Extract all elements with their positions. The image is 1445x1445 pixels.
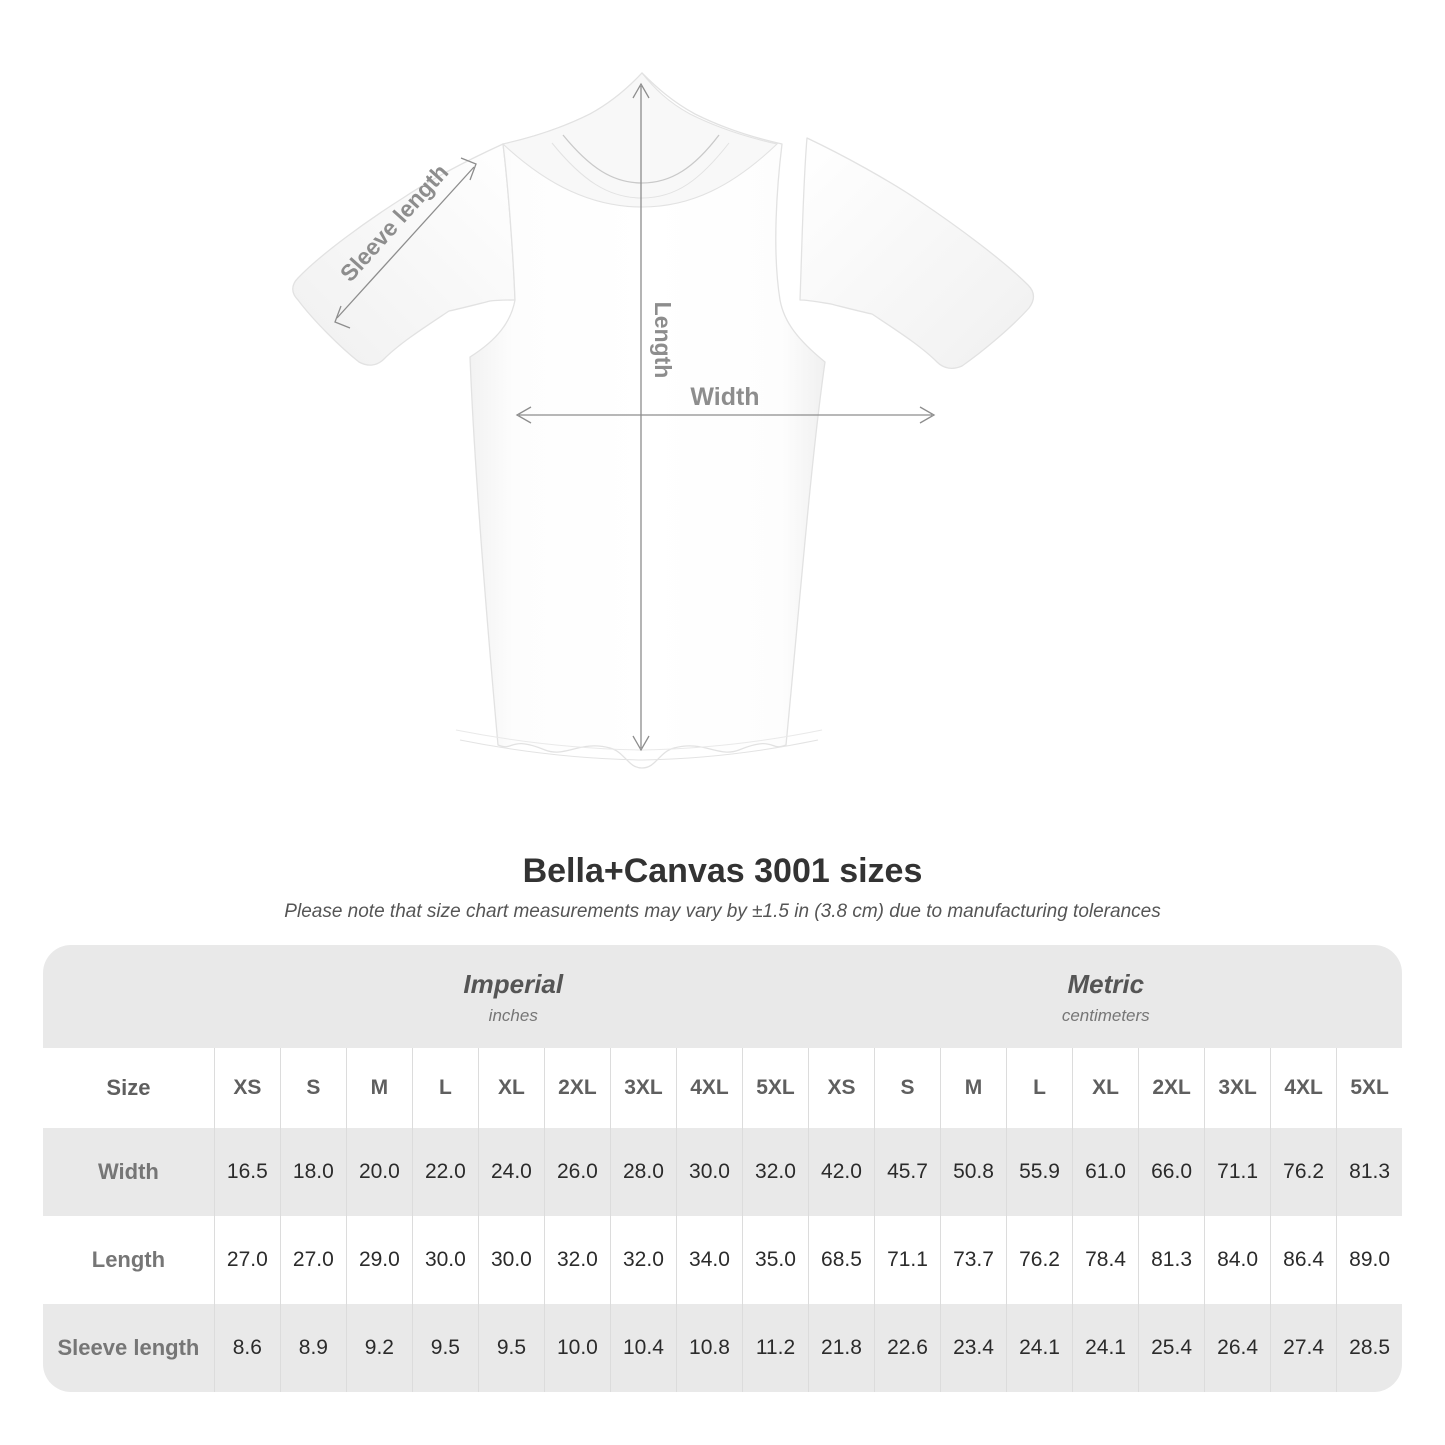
svg-text:Width: Width [690, 383, 759, 411]
svg-text:Length: Length [650, 302, 676, 379]
